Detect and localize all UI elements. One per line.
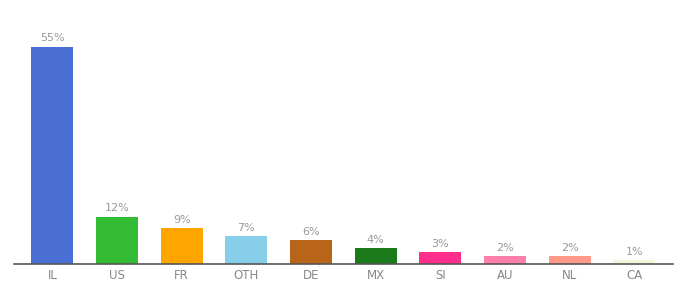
Text: 9%: 9% [173,215,190,225]
Bar [484,256,526,264]
Text: 4%: 4% [367,235,385,245]
Text: 7%: 7% [237,223,255,233]
Text: 1%: 1% [626,247,643,257]
Text: 2%: 2% [561,243,579,253]
Text: 12%: 12% [105,203,129,213]
Bar [160,228,203,264]
Bar [290,240,332,264]
Text: 2%: 2% [496,243,514,253]
Bar [96,217,138,264]
Bar [31,46,73,264]
Bar [420,252,462,264]
Bar [225,236,267,264]
Text: 55%: 55% [40,34,65,44]
Bar [355,248,396,264]
Text: 6%: 6% [302,227,320,237]
Text: 3%: 3% [432,239,449,249]
Bar [549,256,591,264]
Bar [613,260,656,264]
